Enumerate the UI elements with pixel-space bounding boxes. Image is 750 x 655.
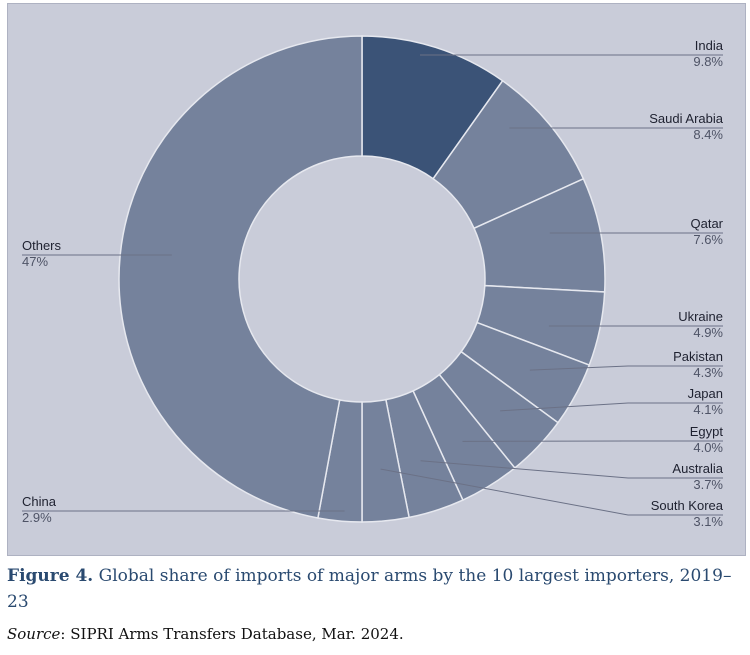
label-name-china: China bbox=[22, 494, 57, 509]
source-text: : SIPRI Arms Transfers Database, Mar. 20… bbox=[60, 625, 404, 643]
label-name-ukraine: Ukraine bbox=[678, 309, 723, 324]
label-name-japan: Japan bbox=[688, 386, 723, 401]
label-name-egypt: Egypt bbox=[690, 424, 724, 439]
slice-others bbox=[118, 35, 363, 519]
label-value-china: 2.9% bbox=[22, 510, 52, 525]
label-value-others: 47% bbox=[22, 254, 48, 269]
figure-caption: Figure 4. Global share of imports of maj… bbox=[7, 563, 743, 615]
label-value-egypt: 4.0% bbox=[693, 440, 723, 455]
leader-line-australia bbox=[420, 460, 723, 479]
label-name-others: Others bbox=[22, 238, 62, 253]
leader-line-japan bbox=[500, 402, 723, 412]
label-value-south-korea: 3.1% bbox=[693, 514, 723, 529]
label-value-saudi-arabia: 8.4% bbox=[693, 127, 723, 142]
source-label: Source bbox=[7, 625, 61, 643]
leader-line-pakistan bbox=[529, 365, 723, 371]
figure-label: Figure 4. bbox=[7, 566, 94, 586]
leader-line-group bbox=[22, 54, 723, 516]
label-value-qatar: 7.6% bbox=[693, 232, 723, 247]
label-name-qatar: Qatar bbox=[690, 216, 723, 231]
label-name-australia: Australia bbox=[672, 461, 723, 476]
label-value-ukraine: 4.9% bbox=[693, 325, 723, 340]
source-note: Source: SIPRI Arms Transfers Database, M… bbox=[7, 623, 743, 645]
leader-line-south-korea bbox=[380, 468, 723, 516]
label-name-pakistan: Pakistan bbox=[673, 349, 723, 364]
chart-panel: India 9.8% Saudi Arabia 8.4% Qatar 7.6% Ukrain… bbox=[7, 3, 746, 556]
label-value-pakistan: 4.3% bbox=[693, 365, 723, 380]
label-value-japan: 4.1% bbox=[693, 402, 723, 417]
slice-group bbox=[118, 35, 606, 523]
label-name-india: India bbox=[695, 38, 724, 53]
caption-text: Global share of imports of major arms by… bbox=[7, 566, 732, 612]
label-name-south-korea: South Korea bbox=[651, 498, 724, 513]
label-value-india: 9.8% bbox=[693, 54, 723, 69]
label-value-australia: 3.7% bbox=[693, 477, 723, 492]
label-name-saudi-arabia: Saudi Arabia bbox=[649, 111, 723, 126]
